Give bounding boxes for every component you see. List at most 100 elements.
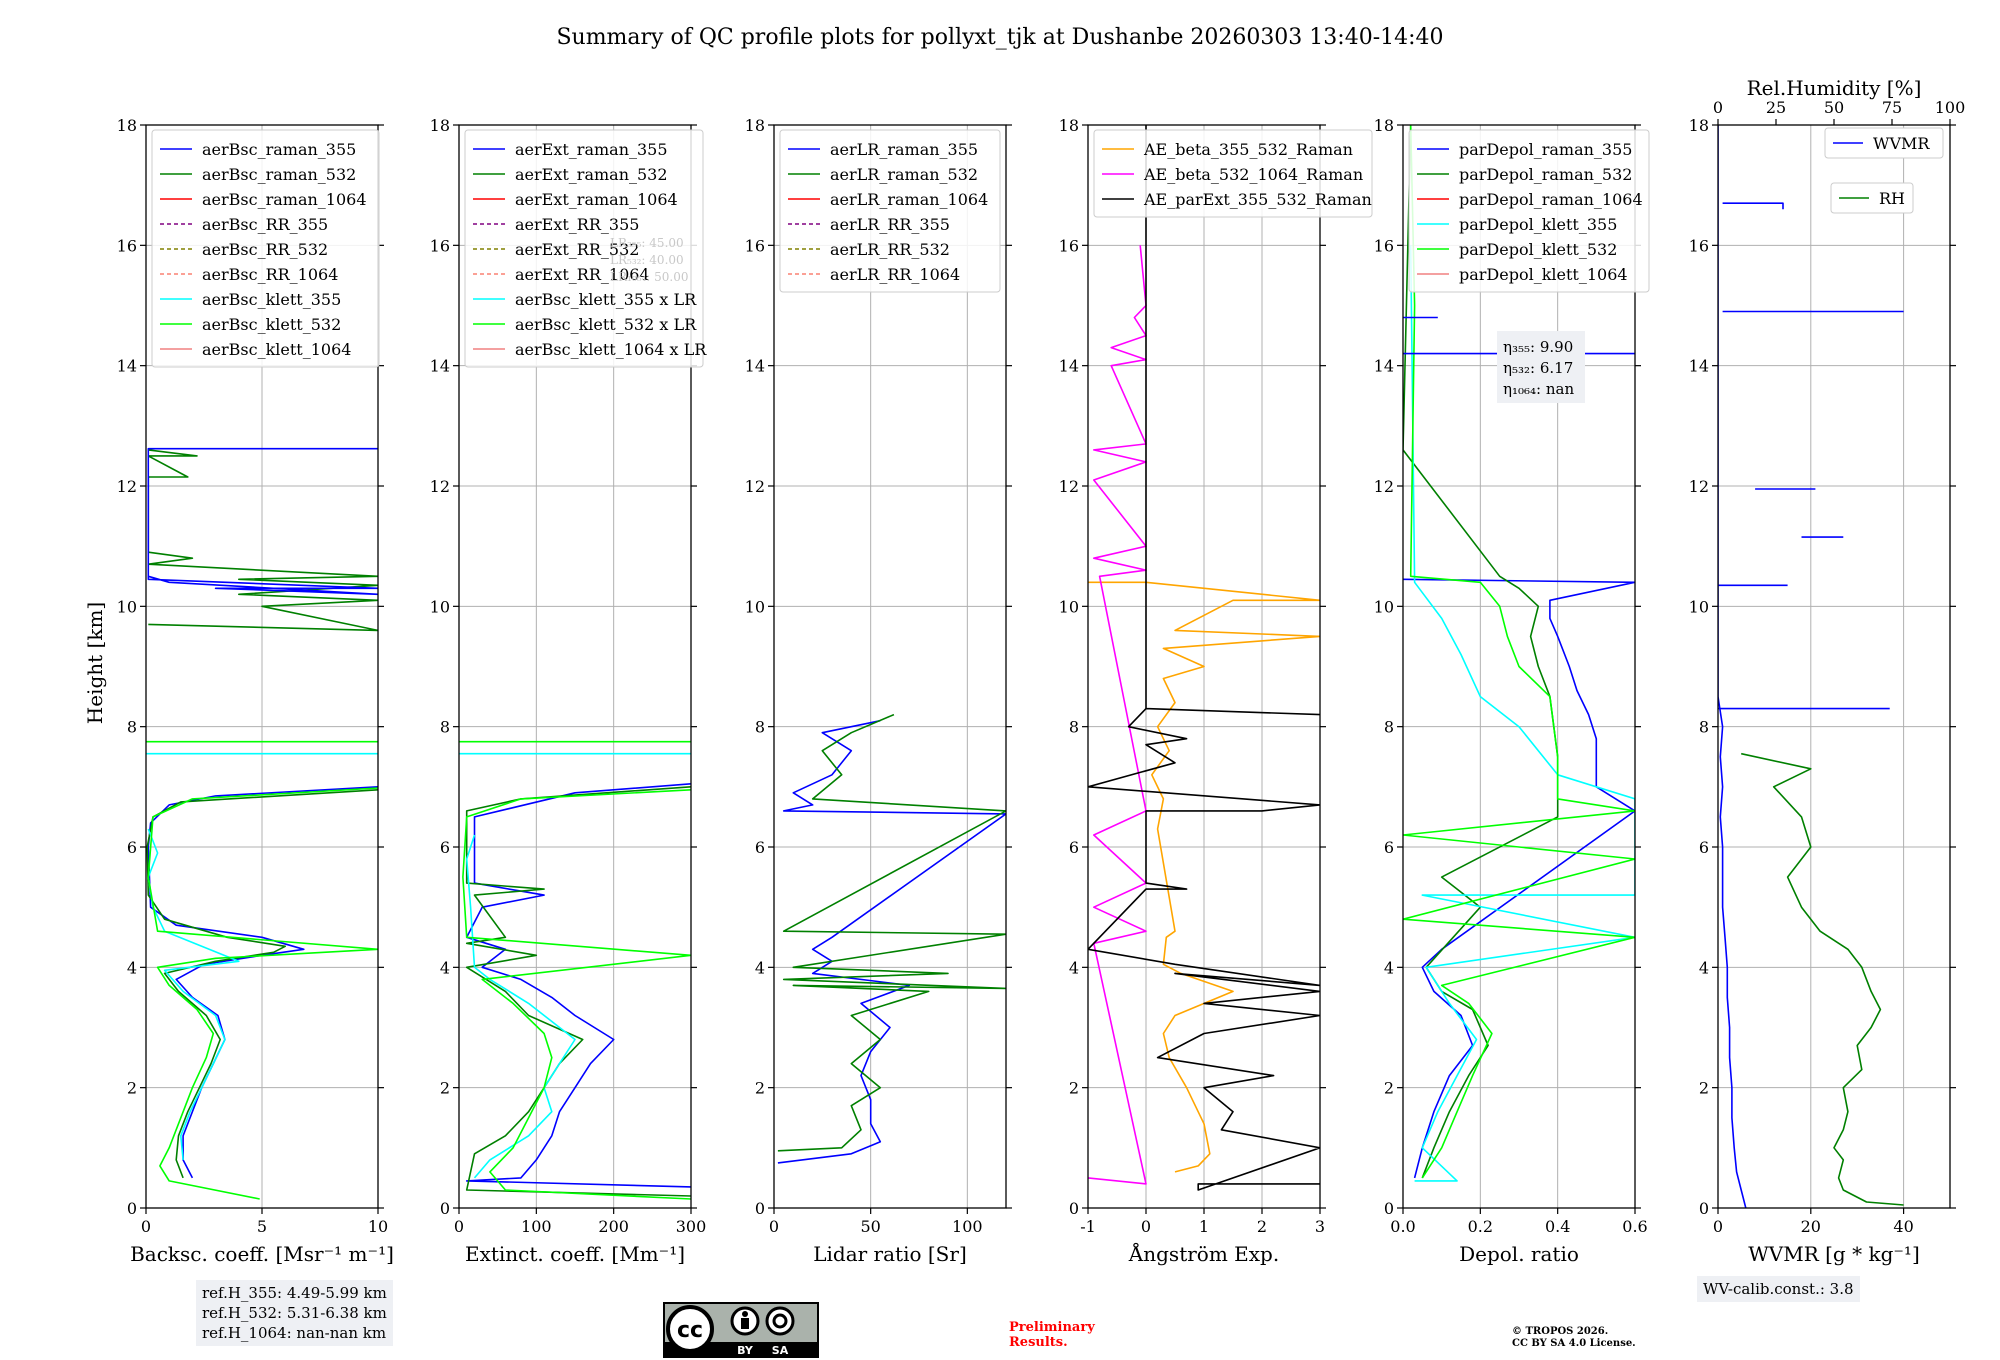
- series-group: [146, 447, 378, 1200]
- series-aerBsc_raman_532: [146, 789, 378, 1179]
- tick-label-y: 6: [1069, 838, 1079, 857]
- tick-label-y: 14: [117, 357, 137, 376]
- tick-label-x: -1: [1080, 1217, 1096, 1236]
- sa-share-alike-icon: [765, 1306, 795, 1336]
- tick-label-y: 14: [1374, 357, 1394, 376]
- legend-box: [1824, 127, 1944, 159]
- tick-label-y: 4: [755, 958, 765, 977]
- series-AE_beta_355_532_Raman: [1088, 581, 1320, 1173]
- legend-label: aerBsc_raman_1064: [202, 190, 367, 209]
- legend: parDepol_raman_355 parDepol_raman_532 parD…: [1408, 129, 1650, 293]
- series-aerLR_raman_355: [777, 719, 1006, 1164]
- legend-label: aerExt_raman_1064: [515, 190, 678, 209]
- series-AE_parExt_355_532_Raman: [1088, 125, 1320, 1191]
- tick-label-y: 8: [127, 718, 137, 737]
- svg-text:SA: SA: [772, 1344, 789, 1357]
- series-parDepol_raman_532: [1403, 125, 1559, 1179]
- ref-height-532: ref.H_532: 5.31-6.38 km: [202, 1304, 387, 1322]
- plot-frame: [1402, 124, 1636, 1209]
- legend-label: aerExt_RR_355: [515, 215, 639, 234]
- tick-label-x: 50: [860, 1217, 880, 1236]
- tick-label-y: 18: [745, 116, 765, 135]
- tick-label-y: 8: [440, 718, 450, 737]
- tick-label-y: 18: [1059, 116, 1079, 135]
- tick-label-y: 0: [1069, 1199, 1079, 1218]
- panel-wv: 0 20 40 0 2 4 6 8 10 12 14 16 18 WVMR [g * kg⁻¹] 0 25 50…: [1689, 76, 1966, 1266]
- x-axis-label: WVMR [g * kg⁻¹]: [1748, 1242, 1920, 1266]
- legend-label: aerExt_raman_355: [515, 140, 668, 159]
- legend-label: aerBsc_klett_355 x LR: [515, 290, 697, 309]
- tick-label-x: 0: [141, 1217, 151, 1236]
- tick-label-y: 2: [127, 1079, 137, 1098]
- series-parDepol_klett_532: [1403, 125, 1635, 1179]
- tick-label-x: 20: [1801, 1217, 1821, 1236]
- x-axis-label: Lidar ratio [Sr]: [813, 1242, 967, 1266]
- series-aerLR_raman_532: [777, 713, 1006, 1152]
- tick-label-x: 0.6: [1622, 1217, 1647, 1236]
- panel-bsc: 0 5 10 0 2 4 6 8 10 12 14 16 18 Backsc. coeff. [Msr⁻¹…: [117, 116, 394, 1266]
- tick-label-x: 3: [1315, 1217, 1325, 1236]
- legend-label: parDepol_klett_532: [1459, 240, 1617, 259]
- legend-label: aerExt_RR_532: [515, 240, 639, 259]
- tick-label-y: 14: [1689, 357, 1709, 376]
- tick-label-y: 0: [1384, 1199, 1394, 1218]
- tick-label-x: 200: [598, 1217, 629, 1236]
- legend-label: aerBsc_klett_532: [202, 315, 341, 334]
- legend-label: aerLR_raman_1064: [830, 190, 988, 209]
- tick-label-y: 18: [117, 116, 137, 135]
- series-aerExt_raman_532: [465, 786, 691, 1197]
- tick-label-y: 2: [1699, 1079, 1709, 1098]
- legend: AE_beta_355_532_Raman AE_beta_532_1064_Ra…: [1093, 129, 1373, 218]
- tick-label-y: 12: [430, 477, 450, 496]
- tick-label-x: 300: [676, 1217, 707, 1236]
- cc-logo-icon: [666, 1305, 714, 1353]
- ref-height-box: ref.H_355: 4.49-5.99 km ref.H_532: 5.31-…: [196, 1280, 393, 1346]
- tick-label-x: 0: [769, 1217, 779, 1236]
- tick-label-y: 6: [440, 838, 450, 857]
- tick-label-y: 4: [127, 958, 137, 977]
- svg-text:BY: BY: [737, 1344, 754, 1357]
- tick-label-x: 100: [952, 1217, 983, 1236]
- tick-label-x: 100: [521, 1217, 552, 1236]
- tick-label-x: 0.2: [1468, 1217, 1493, 1236]
- legend-label: parDepol_raman_1064: [1459, 190, 1643, 209]
- legend-label: aerLR_raman_532: [830, 165, 978, 184]
- tick-label-y: 4: [1384, 958, 1394, 977]
- series-aerBsc_klett_355 x LR: [465, 834, 576, 1179]
- tick-label-y: 6: [1699, 838, 1709, 857]
- legend: aerBsc_raman_355 aerBsc_raman_532 aerBsc_r…: [151, 129, 380, 368]
- legend-label: parDepol_raman_355: [1459, 140, 1632, 159]
- legend-label: aerBsc_raman_532: [202, 165, 356, 184]
- legend-label: aerBsc_RR_532: [202, 240, 328, 259]
- series-WVMR_seg_16_7: [1722, 202, 1784, 210]
- tick-label-y: 10: [1059, 597, 1079, 616]
- wv-calib-box: WV-calib.const.: 3.8: [1697, 1276, 1860, 1302]
- tick-label-y: 6: [755, 838, 765, 857]
- tick-label-x: 0: [1713, 1217, 1723, 1236]
- tick-label-y: 8: [755, 718, 765, 737]
- series-aerBsc_klett_532: [147, 787, 378, 1200]
- legend-box: [779, 129, 1001, 293]
- tick-label-x: 0.0: [1390, 1217, 1415, 1236]
- legend-box: [151, 129, 380, 368]
- series-aerBsc_raman_355_upper: [147, 447, 378, 596]
- series-AE_beta_532_1064_Raman: [1088, 245, 1147, 1185]
- tick-label-y: 12: [1374, 477, 1394, 496]
- tick-label-x: 0.4: [1545, 1217, 1570, 1236]
- tick-label-y: 8: [1384, 718, 1394, 737]
- preliminary-notice: Preliminary Results.: [1009, 1320, 1095, 1350]
- legend-label: aerExt_raman_532: [515, 165, 668, 184]
- preliminary-line-1: Preliminary: [1009, 1320, 1095, 1335]
- tick-label-y: 2: [1384, 1079, 1394, 1098]
- tick-label-y: 10: [1374, 597, 1394, 616]
- legend-label: aerLR_RR_532: [830, 240, 950, 259]
- tick-label-y: 12: [745, 477, 765, 496]
- legend-label: aerBsc_klett_355: [202, 290, 341, 309]
- tick-label-top: 25: [1766, 98, 1786, 117]
- legend-label: AE_parExt_355_532_Raman: [1143, 190, 1372, 209]
- series-aerBsc_raman_532_upper: [147, 449, 378, 632]
- series-parDepol_klett_355: [1409, 245, 1635, 1182]
- tick-label-x: 2: [1257, 1217, 1267, 1236]
- tick-label-y: 14: [1059, 357, 1079, 376]
